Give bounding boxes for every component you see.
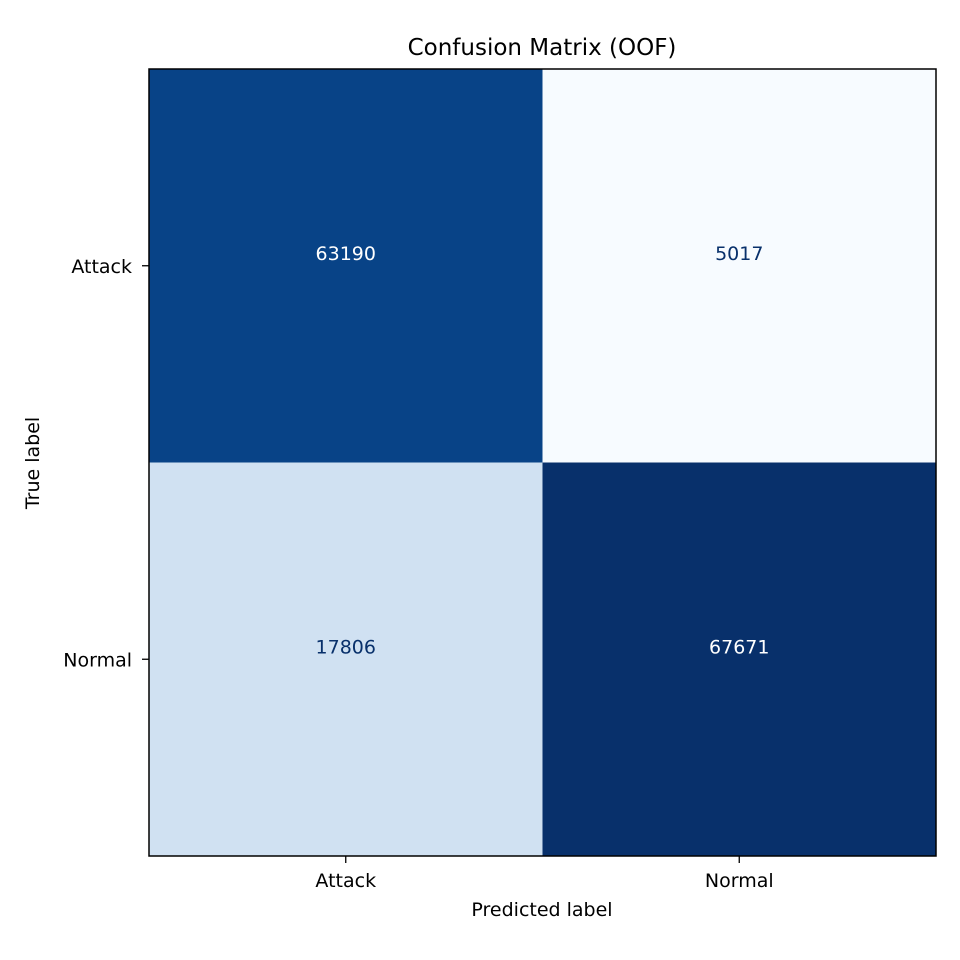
x-tick-label: Normal — [705, 870, 774, 892]
matrix-cell — [149, 462, 543, 857]
y-axis-ticks: Attack Normal — [63, 256, 149, 671]
matrix-cell — [542, 69, 937, 463]
matrix-cell — [542, 462, 937, 857]
matrix-cell — [149, 69, 543, 463]
x-axis-label: Predicted label — [471, 899, 612, 921]
x-tick-label: Attack — [315, 870, 376, 892]
x-axis-ticks: Attack Normal — [315, 856, 774, 892]
y-tick-label: Normal — [63, 649, 132, 671]
y-tick-label: Attack — [71, 256, 132, 278]
cell-value-label: 63190 — [316, 243, 376, 265]
y-axis-label: True label — [22, 417, 44, 510]
cell-value-label: 5017 — [715, 243, 763, 265]
cell-value-labels: 63190 5017 17806 67671 — [316, 243, 770, 659]
plot-frame — [148, 68, 937, 857]
cell-value-label: 17806 — [316, 636, 376, 658]
matrix-cells — [149, 69, 937, 857]
chart-title: Confusion Matrix (OOF) — [408, 35, 677, 61]
cell-value-label: 67671 — [709, 636, 769, 658]
